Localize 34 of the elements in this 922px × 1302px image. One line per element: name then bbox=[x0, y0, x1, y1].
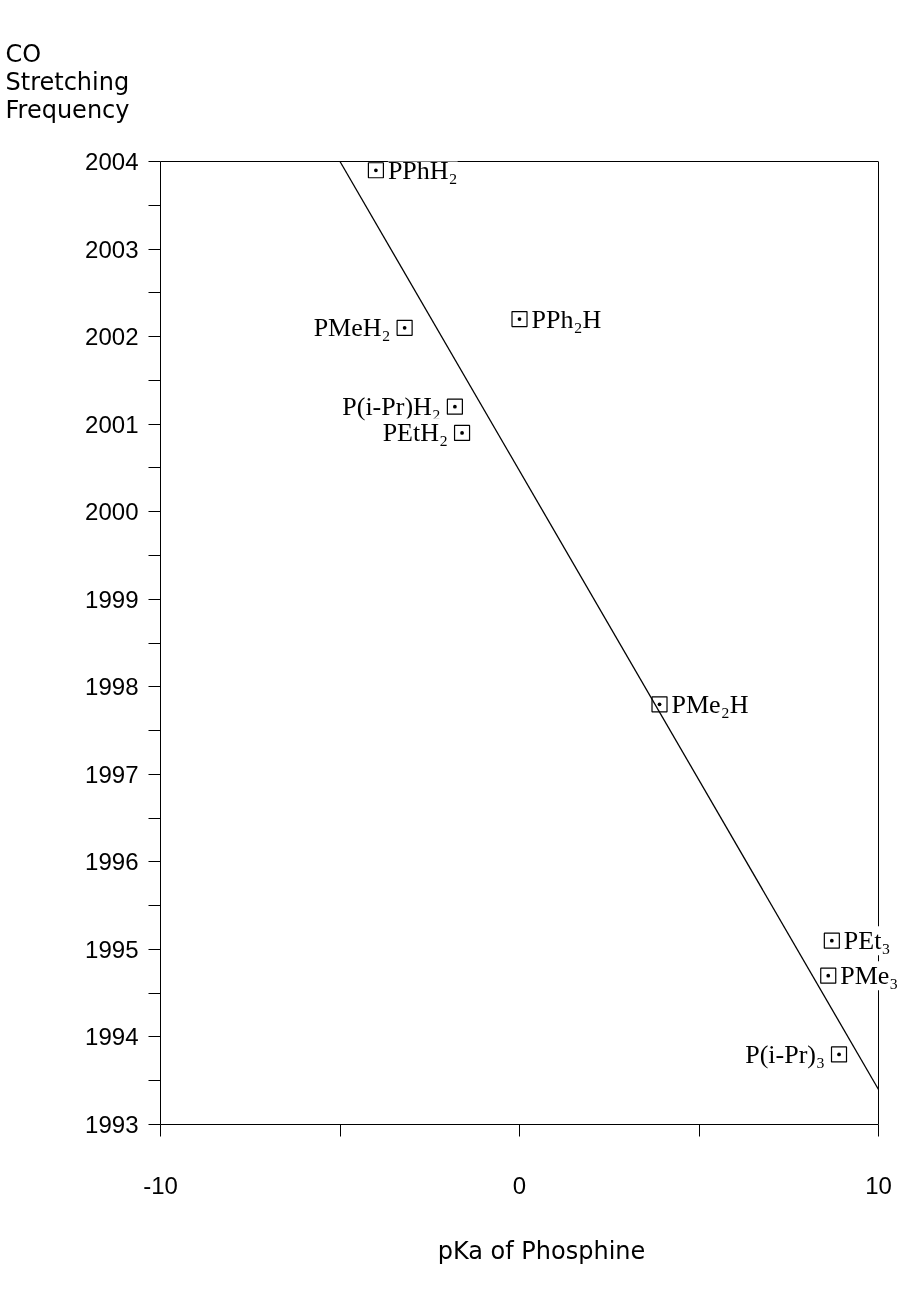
y-tick-label: 2002 bbox=[85, 323, 139, 351]
y-tick-label: 1994 bbox=[85, 1023, 139, 1051]
y-tick-label: 2001 bbox=[85, 410, 139, 438]
y-tick-label: 2000 bbox=[85, 498, 139, 526]
y-tick-label: 1998 bbox=[85, 673, 139, 701]
data-label: PMe₃ bbox=[840, 961, 899, 991]
data-label: PPh₂H bbox=[531, 304, 602, 334]
point bbox=[511, 310, 528, 328]
point bbox=[830, 1046, 848, 1063]
point bbox=[820, 967, 837, 984]
data-label: PPhH₂ bbox=[387, 155, 458, 185]
y-tick-label: 1995 bbox=[85, 935, 139, 963]
x-tick-label: -10 bbox=[143, 1171, 178, 1199]
data-label: P(i-Pr)₃ bbox=[745, 1039, 826, 1069]
data-label: PEt₃ bbox=[843, 926, 891, 956]
point bbox=[396, 319, 413, 336]
point bbox=[453, 424, 471, 441]
x-tick-label: 0 bbox=[512, 1171, 527, 1199]
y-tick-label: 1996 bbox=[85, 848, 139, 876]
data-label: PEtH₂ bbox=[382, 418, 449, 448]
y-tick-label: 1999 bbox=[85, 585, 139, 613]
y-tick-label: 1993 bbox=[85, 1111, 139, 1138]
data-label: PMe₂H bbox=[671, 689, 749, 719]
x-tick-label: 10 bbox=[865, 1171, 892, 1199]
point bbox=[651, 696, 668, 713]
y-tick-label: 1997 bbox=[85, 760, 139, 788]
point bbox=[446, 398, 463, 415]
y-tick-label: 2003 bbox=[85, 235, 139, 263]
data-label: PMeH₂ bbox=[313, 313, 391, 343]
text: CO Stretching Frequency bbox=[5, 40, 130, 124]
y-tick-label: 2004 bbox=[85, 148, 139, 175]
point bbox=[823, 932, 840, 949]
x-axis-title: pKa of Phosphine bbox=[437, 1236, 646, 1265]
point bbox=[367, 162, 384, 179]
